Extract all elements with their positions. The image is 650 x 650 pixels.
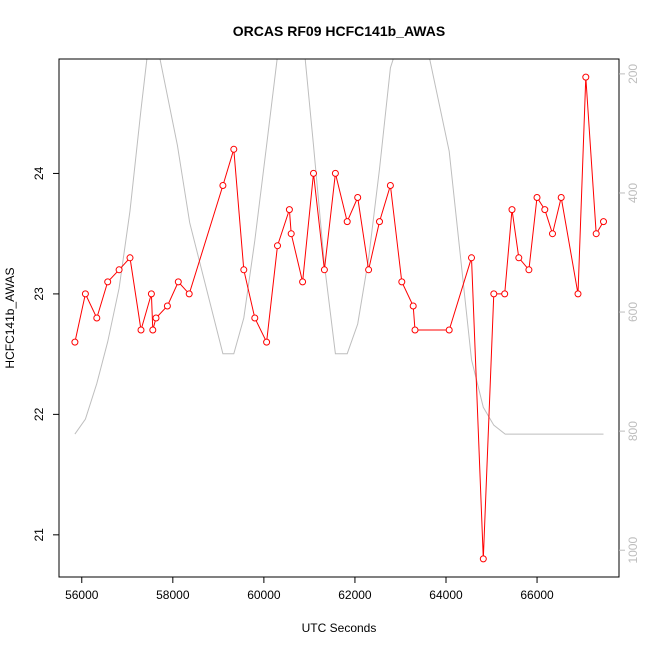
y2-tick-label: 200 (626, 64, 640, 84)
data-point (126, 254, 134, 262)
data-point (115, 266, 123, 274)
data-point (445, 326, 453, 334)
data-point (174, 278, 182, 286)
data-point (81, 290, 89, 298)
x-tick-label: 62000 (338, 588, 372, 602)
y2-tick-label: 800 (626, 421, 640, 441)
chart-title: ORCAS RF09 HCFC141b_AWAS (233, 23, 445, 39)
data-point (365, 266, 373, 274)
y-tick-label: 24 (32, 166, 46, 180)
data-point (557, 194, 565, 201)
data-point (152, 314, 160, 322)
data-point (600, 218, 607, 226)
data-point (251, 314, 259, 322)
plot-frame (58, 58, 620, 578)
data-point (592, 230, 600, 238)
x-tick-label: 58000 (156, 588, 190, 602)
data-point (240, 266, 248, 274)
data-point (386, 182, 394, 189)
data-point (285, 206, 293, 214)
data-point (230, 145, 238, 153)
y-tick-label: 23 (32, 287, 46, 301)
data-point (163, 302, 171, 310)
data-point (508, 206, 516, 214)
data-point (398, 278, 406, 286)
data-point (263, 338, 271, 346)
x-tick-label: 66000 (520, 588, 554, 602)
secondary-series-line (74, 59, 604, 435)
data-point (409, 302, 417, 310)
data-point (354, 194, 362, 201)
data-point (574, 290, 582, 298)
data-point (147, 290, 155, 298)
data-point (468, 254, 475, 262)
data-point (376, 218, 383, 226)
data-point (515, 254, 523, 262)
data-point (71, 338, 79, 346)
data-point (490, 290, 498, 298)
data-point (525, 266, 533, 274)
data-point (501, 290, 509, 298)
x-axis-label: UTC Seconds (302, 621, 377, 635)
data-point (219, 182, 227, 189)
y2-tick-label: 600 (626, 302, 640, 322)
data-point (549, 230, 556, 238)
data-point (533, 194, 541, 201)
plot-layer: 56000 58000 60000 62000 64000 66000 21 22 23 24 20… (32, 58, 640, 602)
data-point (479, 555, 487, 563)
data-point (343, 218, 351, 226)
x-tick-label: 56000 (65, 588, 99, 602)
data-point (137, 326, 145, 334)
data-point (582, 73, 590, 81)
y2-tick-label: 1000 (626, 537, 640, 564)
y-tick-label: 22 (32, 407, 46, 421)
data-point (185, 290, 193, 298)
data-point (149, 326, 157, 334)
data-point (274, 242, 281, 250)
y-axis-label: HCFC141b_AWAS (3, 267, 17, 368)
data-point (331, 169, 339, 177)
data-point (93, 314, 101, 322)
data-point (310, 169, 317, 177)
x-tick-label: 60000 (247, 588, 281, 602)
y-tick-label: 21 (32, 528, 46, 542)
data-point (287, 230, 295, 238)
x-tick-label: 64000 (429, 588, 463, 602)
data-point (411, 326, 419, 334)
data-point (299, 278, 307, 286)
data-point (320, 266, 328, 274)
data-point (104, 278, 112, 286)
data-point (541, 206, 549, 214)
y2-tick-label: 400 (626, 183, 640, 203)
